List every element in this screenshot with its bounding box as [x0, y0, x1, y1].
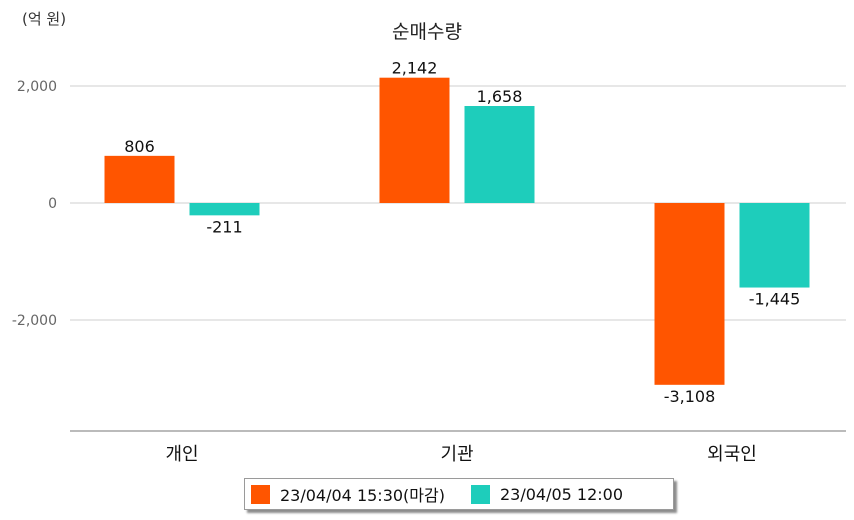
gridlines	[70, 85, 846, 321]
legend: 23/04/04 15:30(마감) 23/04/05 12:00	[244, 478, 674, 510]
legend-item-series-1[interactable]: 23/04/04 15:30(마감)	[251, 482, 445, 506]
legend-label-series-1: 23/04/04 15:30(마감)	[280, 486, 445, 505]
bar[interactable]	[464, 106, 535, 203]
data-label: 1,658	[477, 87, 523, 106]
data-label: -3,108	[664, 387, 716, 406]
bar[interactable]	[189, 203, 260, 216]
data-label: -211	[206, 217, 242, 236]
legend-label-series-2: 23/04/05 12:00	[499, 484, 624, 504]
data-label: 806	[124, 137, 155, 156]
legend-swatch-series-1	[251, 484, 270, 504]
chart-title: 순매수량	[392, 21, 462, 43]
y-axis-ticks: -2,000 0 2,000	[12, 79, 57, 329]
x-tick-label: 개인	[165, 444, 198, 465]
x-tick-label: 기관	[440, 444, 473, 465]
x-tick-label: 외국인	[707, 444, 757, 465]
legend-item-series-2[interactable]: 23/04/05 12:00	[470, 484, 624, 504]
bar[interactable]	[739, 203, 810, 288]
data-labels: 806 2,142 -3,108 -211 1,658 -1,445	[124, 59, 800, 406]
y-tick-label: -2,000	[12, 313, 57, 329]
legend-swatch-series-2	[470, 484, 490, 504]
bars	[104, 77, 810, 385]
data-label: -1,445	[749, 290, 801, 309]
y-tick-label: 0	[48, 196, 57, 212]
y-tick-label: 2,000	[17, 79, 57, 95]
unit-label: (억 원)	[22, 10, 67, 28]
bar-chart: -2,000 0 2,000 806 2,142 -3,108 -211 1,658 -1,4…	[12, 59, 846, 465]
bar[interactable]	[104, 155, 175, 203]
bar[interactable]	[379, 77, 450, 203]
category-labels: 개인 기관 외국인	[165, 444, 756, 465]
data-label: 2,142	[392, 59, 438, 78]
bar[interactable]	[654, 203, 725, 385]
